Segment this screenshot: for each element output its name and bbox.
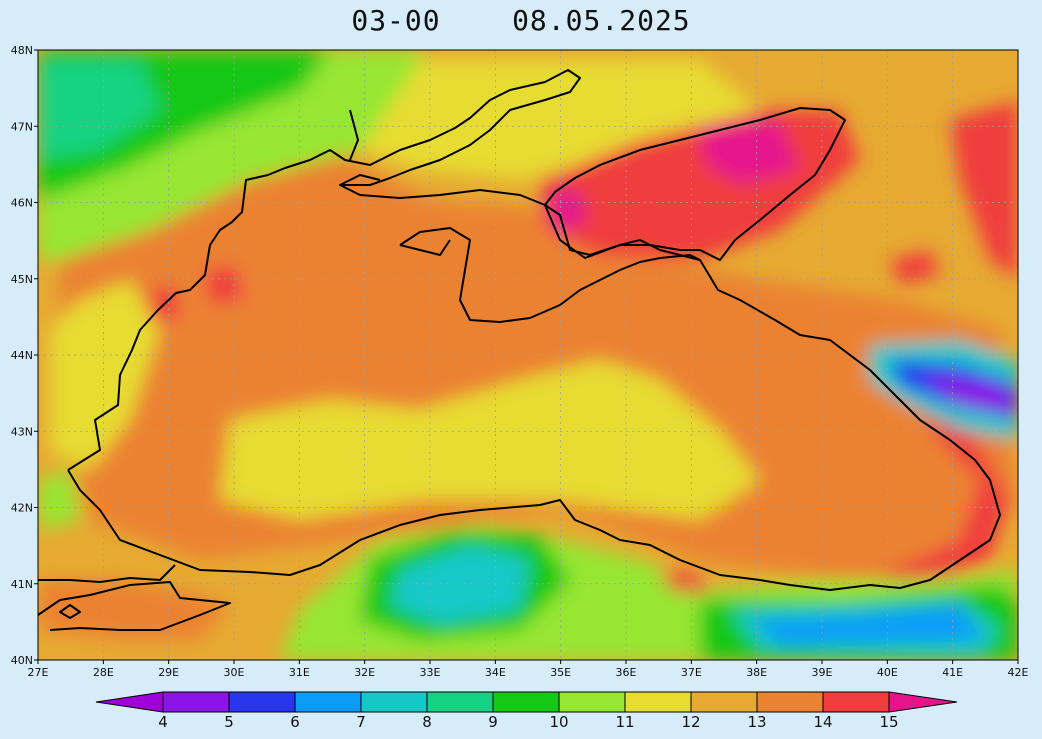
colorbar-label: 6 [290,713,300,731]
colorbar-segment [360,691,428,713]
temperature-field [38,50,1018,660]
colorbar-segment [558,691,626,713]
x-tick-label: 41E [942,666,963,679]
coastline [37,69,1001,631]
colorbar-label: 11 [615,713,634,731]
y-tick-label: 42N [11,502,33,515]
colorbar-segment [162,691,230,713]
x-tick-label: 34E [485,666,506,679]
colorbar-label: 9 [488,713,498,731]
x-tick-label: 35E [550,666,571,679]
colorbar-high-arrow [888,691,958,713]
y-tick-label: 43N [11,425,33,438]
y-tick-label: 45N [11,273,33,286]
title-date: 08.05.2025 [512,4,691,37]
colorbar-label: 14 [813,713,832,731]
colorbar-label: 5 [224,713,234,731]
colorbar-label: 8 [422,713,432,731]
x-tick-label: 30E [224,666,245,679]
x-tick-label: 29E [158,666,179,679]
colorbar-segment [756,691,824,713]
colorbar-segment [690,691,758,713]
colorbar-segment [228,691,296,713]
colorbar-label: 10 [549,713,568,731]
x-tick-label: 36E [616,666,637,679]
colorbar-label: 4 [158,713,168,731]
x-tick-label: 42E [1008,666,1029,679]
y-tick-label: 46N [11,197,33,210]
title-time: 03-00 [351,4,441,37]
longitude-axis: 27E 28E 29E 30E 31E 32E 33E 34E 35E 36E 37E 38E 39E 4… [28,660,1029,679]
y-tick-label: 48N [11,44,33,57]
colorbar-label: 7 [356,713,366,731]
x-tick-label: 33E [420,666,441,679]
colorbar-segment [426,691,494,713]
x-tick-label: 28E [93,666,114,679]
colorbar-segment [624,691,692,713]
colorbar-low-arrow [95,691,164,713]
y-tick-label: 41N [11,578,33,591]
colorbar-label: 15 [879,713,898,731]
y-tick-label: 47N [11,120,33,133]
x-tick-label: 40E [877,666,898,679]
x-tick-label: 39E [812,666,833,679]
x-tick-label: 37E [681,666,702,679]
color-legend: 4 5 6 7 8 9 10 11 12 13 14 15 [95,691,958,731]
colorbar-segment [822,691,890,713]
x-tick-label: 27E [28,666,49,679]
x-tick-label: 32E [354,666,375,679]
y-tick-label: 40N [11,654,33,667]
y-tick-label: 44N [11,349,33,362]
colorbar-segment [492,691,560,713]
colorbar-segment [294,691,362,713]
colorbar-label: 12 [681,713,700,731]
latitude-axis: 40N 41N 42N 43N 44N 45N 46N 47N 48N [11,44,38,667]
map-title: 03-00 08.05.2025 [0,4,1042,37]
x-tick-label: 31E [289,666,310,679]
colorbar-label: 13 [747,713,766,731]
x-tick-label: 38E [746,666,767,679]
